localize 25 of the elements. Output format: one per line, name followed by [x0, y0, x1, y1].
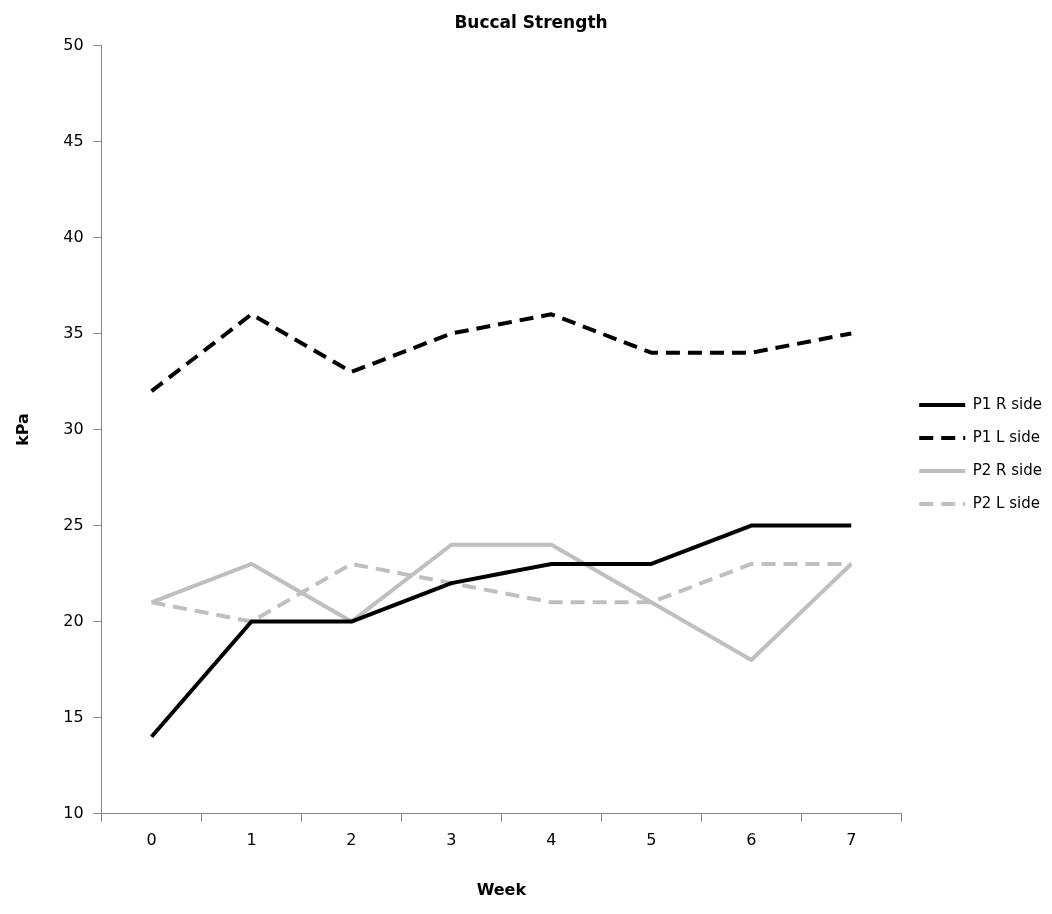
- y-tick-label: 20: [63, 610, 84, 630]
- x-tick-label: 4: [546, 830, 557, 850]
- x-tick-label: 3: [446, 830, 457, 850]
- y-tick-label: 50: [63, 34, 84, 54]
- legend-label: P1 L side: [972, 427, 1040, 446]
- x-tick-label: 6: [746, 830, 757, 850]
- x-tick-label: 2: [346, 830, 357, 850]
- y-tick-label: 40: [63, 226, 84, 246]
- line-series: [149, 312, 854, 394]
- legend-label: P2 L side: [972, 493, 1040, 512]
- y-tick-label: 35: [63, 322, 84, 342]
- x-tick-label: 1: [246, 830, 257, 850]
- y-axis-title: kPa: [12, 413, 32, 446]
- x-tick-label: 0: [146, 830, 157, 850]
- legend-label: P1 R side: [972, 394, 1042, 413]
- chart-title: Buccal Strength: [454, 11, 608, 32]
- x-axis-title: Week: [476, 879, 527, 899]
- legend-label: P2 R side: [972, 460, 1042, 479]
- y-tick-label: 10: [63, 802, 84, 822]
- x-tick-label: 5: [646, 830, 657, 850]
- x-tick-label: 7: [846, 830, 857, 850]
- y-tick-label: 25: [63, 514, 84, 534]
- y-tick-label: 30: [63, 418, 84, 438]
- y-tick-label: 15: [63, 706, 84, 726]
- y-tick-label: 45: [63, 130, 84, 150]
